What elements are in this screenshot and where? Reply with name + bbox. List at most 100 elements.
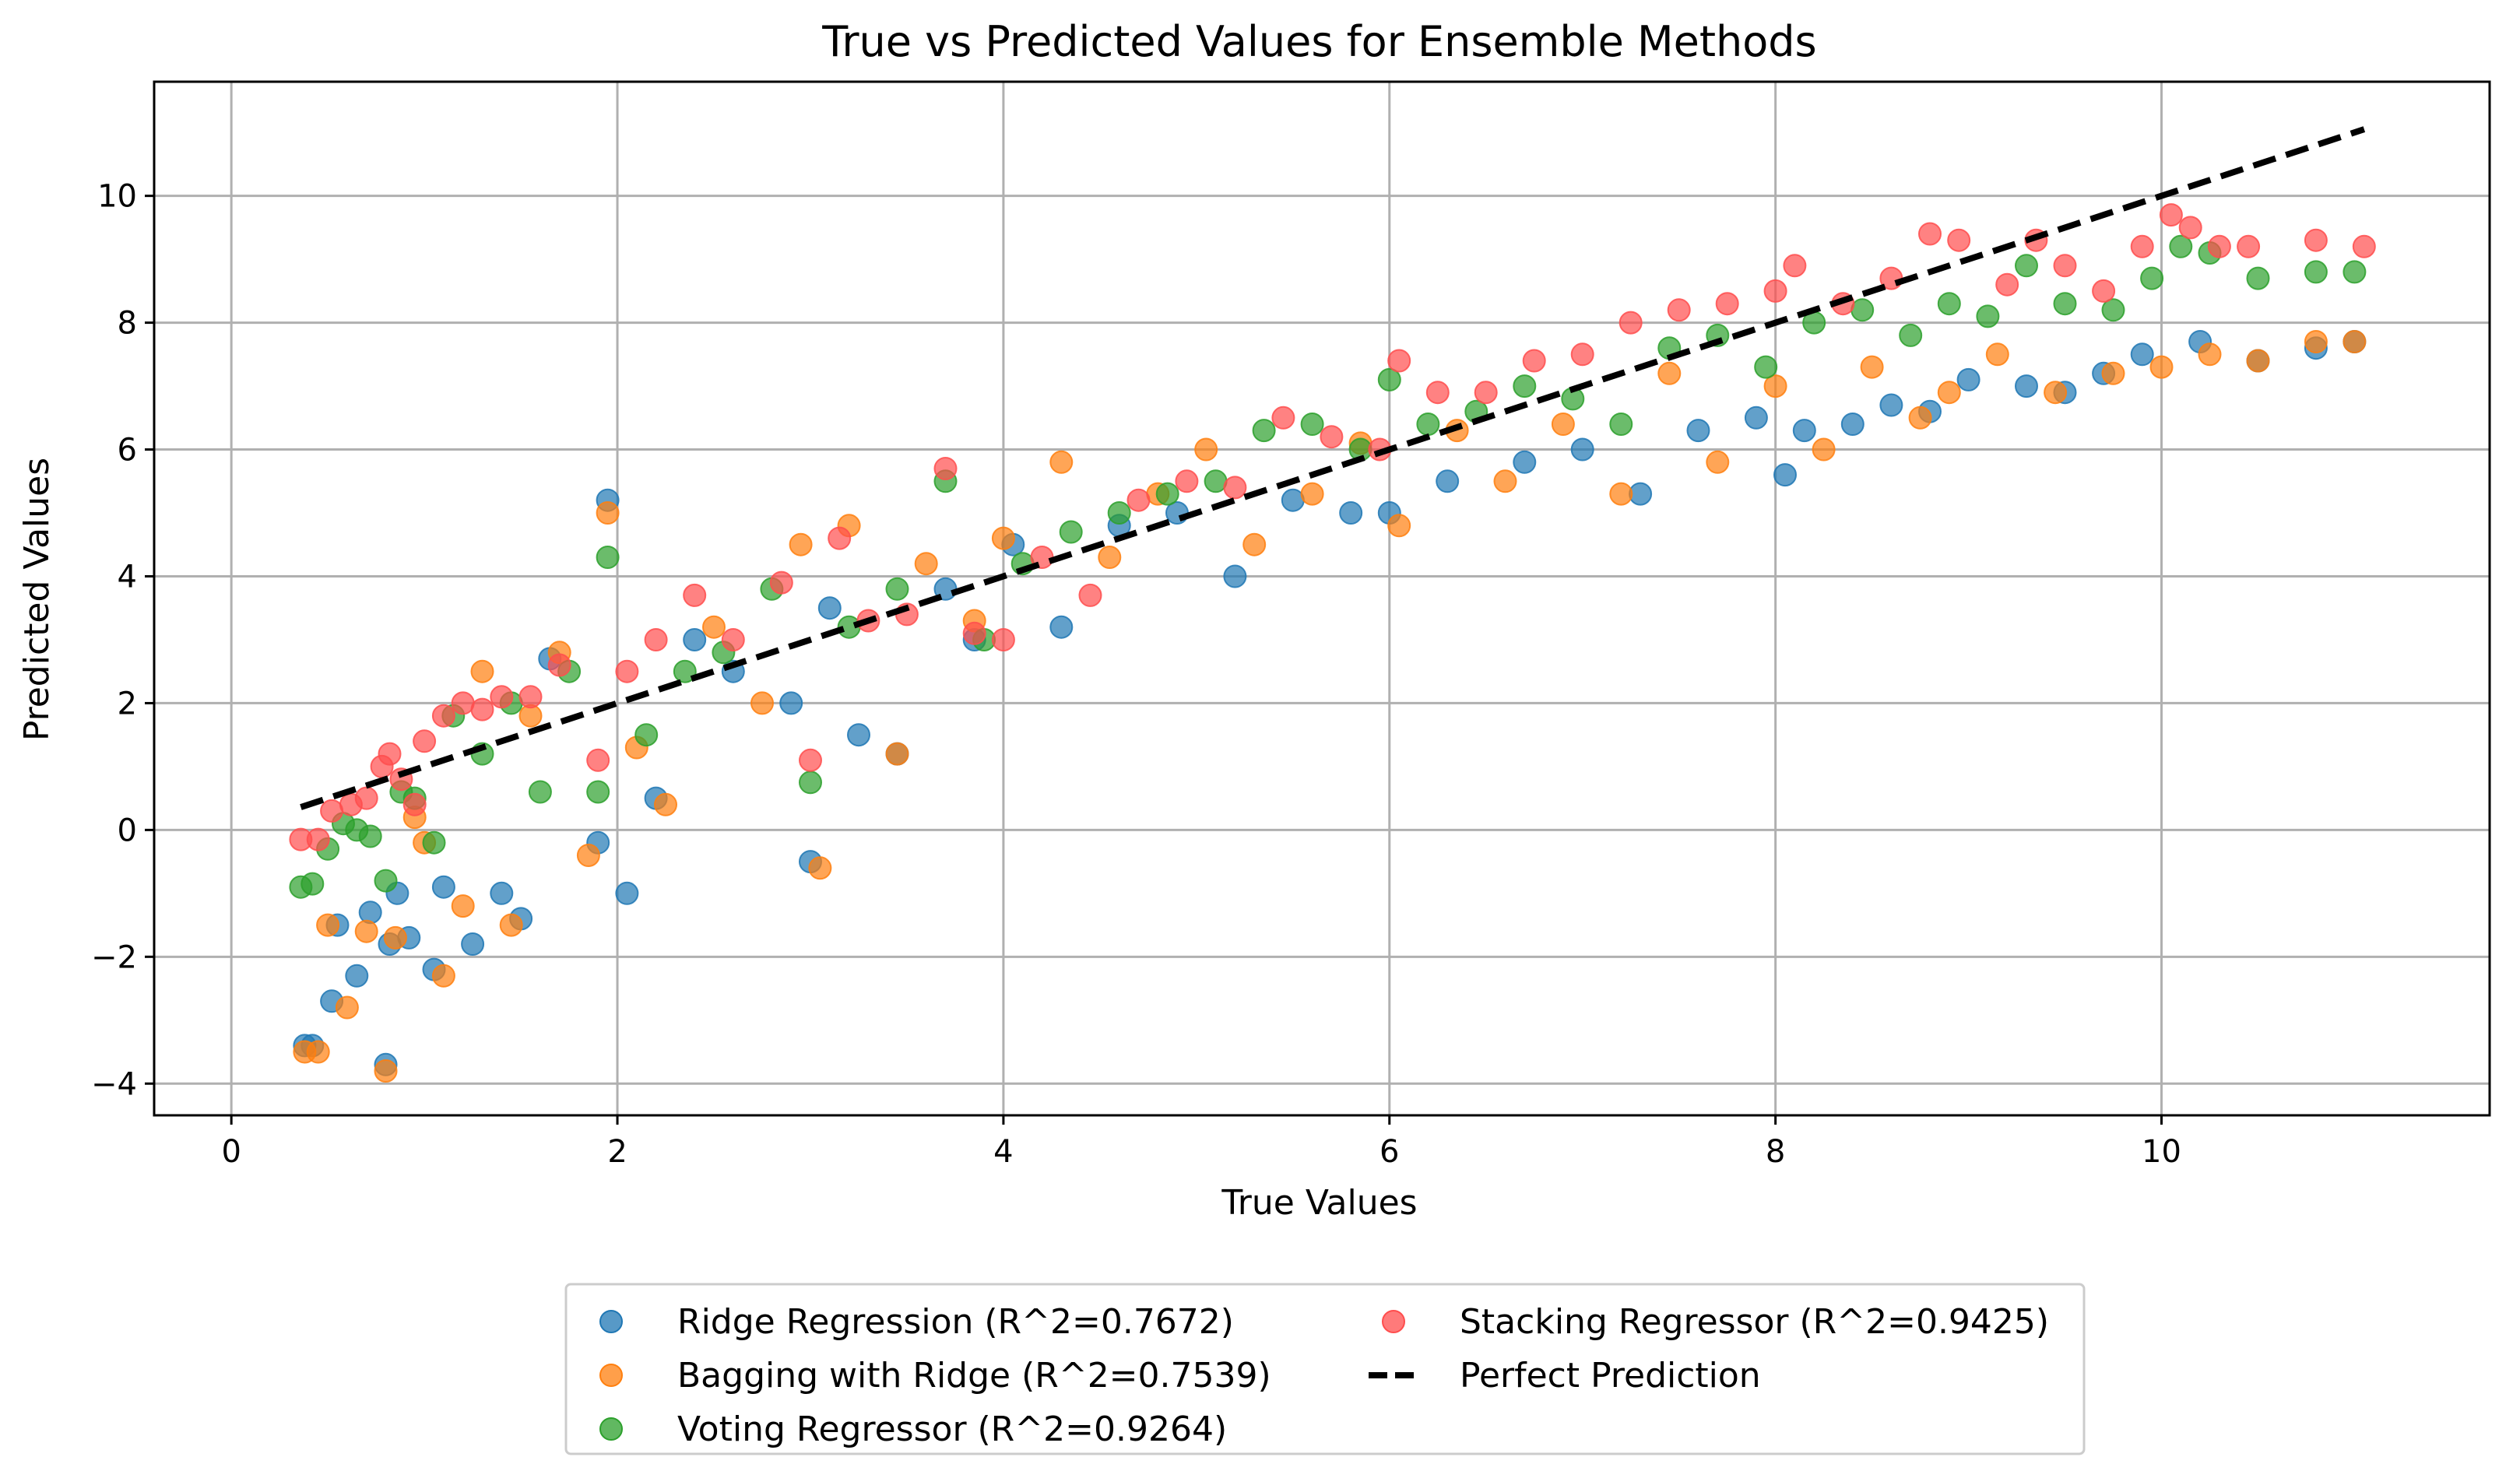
- scatter-point: [1937, 292, 1961, 316]
- scatter-point: [2304, 330, 2328, 353]
- scatter-point: [1908, 405, 1932, 430]
- scatter-point: [1059, 520, 1083, 544]
- scatter-point: [2198, 342, 2222, 367]
- legend-marker: [1382, 1310, 1405, 1333]
- x-tick-label: 6: [1379, 1134, 1399, 1170]
- scatter-point: [1947, 228, 1971, 252]
- legend-marker: [599, 1310, 623, 1333]
- scatter-point: [1763, 374, 1787, 398]
- scatter-point: [1657, 361, 1682, 385]
- scatter-point: [1744, 405, 1768, 430]
- scatter-point: [470, 659, 494, 683]
- scatter-point: [828, 526, 852, 550]
- scatter-point: [2246, 349, 2270, 373]
- y-tick-label: 6: [118, 433, 137, 469]
- scatter-point: [2343, 330, 2367, 353]
- scatter-point: [1879, 393, 1903, 417]
- y-tick-label: 4: [118, 559, 137, 595]
- scatter-point: [1242, 532, 1267, 556]
- scatter-point: [1570, 437, 1594, 462]
- scatter-point: [1937, 381, 1961, 405]
- scatter-point: [1513, 374, 1537, 398]
- scatter-point: [817, 596, 842, 620]
- scatter-point: [991, 526, 1015, 550]
- legend-label: Ridge Regression (R^2=0.7672): [677, 1302, 1234, 1342]
- legend-label: Voting Regressor (R^2=0.9264): [677, 1410, 1227, 1449]
- scatter-point: [1049, 450, 1074, 474]
- scatter-point: [2015, 374, 2038, 398]
- scatter-point: [1840, 413, 1865, 436]
- scatter-point: [2015, 254, 2038, 278]
- scatter-point: [422, 830, 446, 855]
- scatter-point: [586, 780, 610, 804]
- scatter-point: [413, 729, 437, 753]
- scatter-point: [431, 964, 455, 988]
- scatter-point: [750, 691, 774, 715]
- scatter-point: [1252, 419, 1276, 443]
- scatter-point: [2149, 355, 2174, 379]
- scatter-point: [1918, 222, 1942, 246]
- scatter-point: [2044, 381, 2068, 405]
- series-2: [293, 330, 2367, 1083]
- scatter-point: [2053, 254, 2077, 278]
- scatter-point: [1995, 272, 2019, 297]
- scatter-point: [1436, 469, 1460, 493]
- scatter-point: [374, 1059, 398, 1083]
- scatter-point: [1223, 476, 1247, 500]
- legend-label: Perfect Prediction: [1460, 1356, 1761, 1395]
- scatter-point: [1956, 367, 1981, 391]
- y-axis-ticks: −4 −2 0 2 4 6 8 10: [91, 179, 154, 1102]
- scatter-point: [808, 856, 832, 880]
- scatter-point: [2169, 234, 2193, 258]
- scatter-point: [1976, 304, 2000, 328]
- scatter-point: [683, 583, 707, 607]
- y-tick-label: 10: [97, 179, 137, 215]
- scatter-point: [1513, 450, 1537, 474]
- scatter-point: [402, 792, 427, 816]
- scatter-point: [1783, 254, 1807, 278]
- scatter-point: [490, 685, 514, 709]
- scatter-point: [1609, 482, 1633, 506]
- scatter-point: [528, 780, 552, 804]
- scatter-point: [2352, 234, 2376, 258]
- scatter-point: [1387, 349, 1411, 373]
- y-tick-label: −4: [91, 1066, 137, 1102]
- scatter-point: [2053, 292, 2077, 316]
- legend: Ridge Regression (R^2=0.7672) Bagging wit…: [564, 1283, 2086, 1455]
- scatter-point: [499, 913, 523, 937]
- x-axis-ticks: 0 2 4 6 8 10: [221, 1115, 2181, 1170]
- scatter-point: [1078, 583, 1102, 607]
- scatter-point: [847, 723, 870, 747]
- scatter-point: [451, 691, 475, 715]
- scatter-point: [962, 621, 986, 645]
- scatter-point: [1474, 381, 1498, 405]
- scatter-point: [596, 546, 620, 569]
- scatter-point: [2237, 234, 2261, 258]
- x-axis-label: True Values: [1221, 1183, 1417, 1223]
- scatter-point: [2207, 234, 2231, 258]
- scatter-point: [1387, 514, 1411, 538]
- scatter-point: [914, 552, 938, 576]
- scatter-point: [301, 872, 325, 896]
- scatter-point: [885, 742, 909, 766]
- scatter-point: [1850, 298, 1875, 322]
- scatter-point: [1792, 419, 1816, 443]
- scatter-point: [596, 501, 620, 525]
- scatter-point: [991, 628, 1015, 651]
- scatter-point: [1773, 463, 1797, 487]
- scatter-point: [2304, 228, 2328, 252]
- scatter-point: [2092, 279, 2116, 303]
- scatter-point: [518, 685, 543, 709]
- scatter-point: [1107, 501, 1131, 525]
- scatter-point: [885, 577, 909, 601]
- scatter-point: [1754, 355, 1778, 379]
- scatter-point: [2159, 203, 2183, 227]
- scatter-point: [644, 628, 668, 651]
- scatter-point: [683, 628, 707, 651]
- scatter-point: [615, 659, 639, 683]
- scatter-point: [1715, 292, 1739, 316]
- scatter-point: [1860, 355, 1884, 379]
- scatter-point: [1686, 419, 1710, 443]
